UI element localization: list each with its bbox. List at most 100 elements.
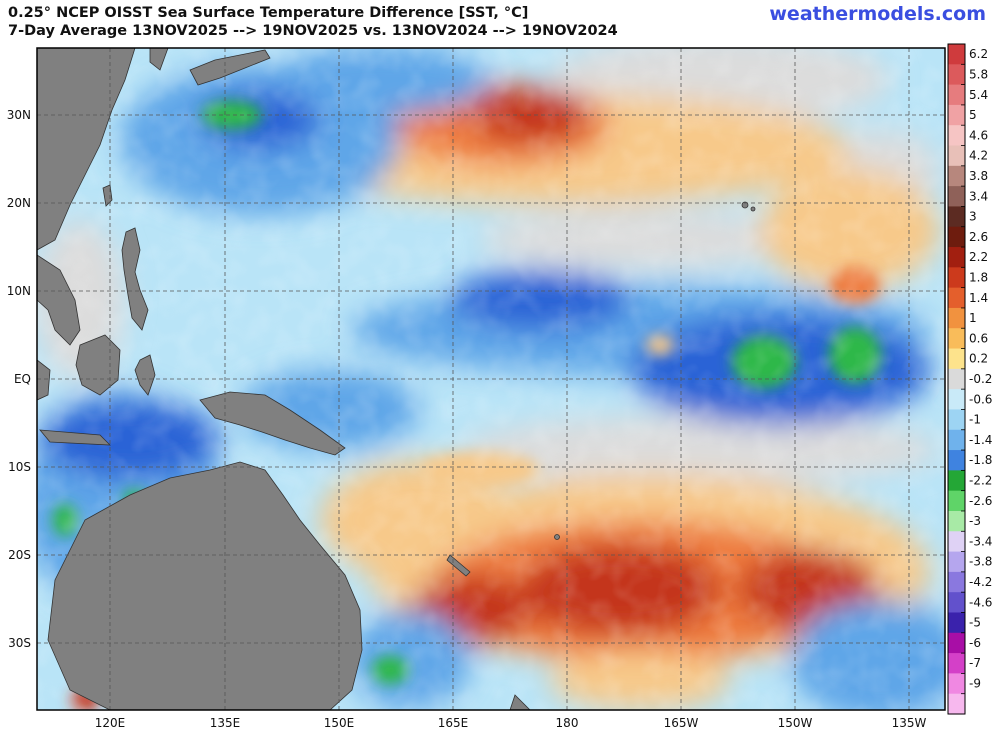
colorbar-swatch [948,409,965,431]
lat-label: 20N [7,196,31,210]
colorbar-swatch [948,551,965,573]
colorbar-swatch [948,328,965,350]
colorbar-swatch [948,490,965,512]
colorbar-label: 6.2 [969,47,988,61]
lat-label: 30N [7,108,31,122]
lon-label: 120E [95,716,126,730]
colorbar-swatch [948,450,965,471]
colorbar-legend: 6.2 5.8 5.4 5 4.6 4.2 3.8 3.4 3 2.6 2.2 1.8 1.4 1 0.6 0… [947,43,992,715]
colorbar-label: 1.4 [969,291,988,305]
land [37,48,756,710]
colorbar-swatch [948,287,965,309]
colorbar-label: -7 [969,656,981,670]
australia-landmass [47,461,363,710]
hawaii-island [741,201,749,209]
colorbar-swatch [948,226,965,248]
lon-label: 135E [210,716,241,730]
colorbar-frame [947,43,966,715]
java-landmass [39,429,112,446]
colorbar-swatch [948,165,965,187]
lat-label: 10N [7,284,31,298]
colorbar-label: -1 [969,413,981,427]
colorbar-label: -0.2 [969,372,992,386]
colorbar-label: 4.6 [969,128,988,142]
new-guinea-landmass [199,391,346,456]
colorbar-swatch [948,44,965,65]
colorbar-swatch [948,104,965,126]
colorbar-label: 5 [969,108,977,122]
colorbar-label: 4.2 [969,149,988,163]
lat-label: 10S [8,460,31,474]
lon-label: 165E [438,716,469,730]
lon-label: 150W [778,716,813,730]
korea-landmass [149,48,169,71]
colorbar-label: 3.8 [969,169,988,183]
colorbar-label: 2.2 [969,250,988,264]
colorbar-swatch [948,307,965,329]
title-line-2: 7-Day Average 13NOV2025 --> 19NOV2025 vs… [8,23,618,39]
colorbar-label: 5.8 [969,67,988,81]
colorbar-swatch [948,84,965,106]
lat-label: 20S [8,548,31,562]
colorbar-swatch [948,612,965,634]
colorbar-label: -2.2 [969,474,992,488]
colorbar-swatch [948,571,965,593]
sumatra-landmass [37,359,51,401]
new-zealand-landmass [509,694,531,710]
lat-label: EQ [14,372,31,386]
colorbar-swatch [948,429,965,451]
colorbar-label: 0.6 [969,331,988,345]
colorbar-swatch [948,145,965,167]
colorbar-label: 0.2 [969,352,988,366]
map-field [37,48,945,710]
colorbar-label: -1.4 [969,433,992,447]
title-line-1: 0.25° NCEP OISST Sea Surface Temperature… [8,5,529,21]
lon-axis: 120E 135E 150E 165E 180 165W 150W 135W [95,716,927,730]
colorbar-label: -4.2 [969,575,992,589]
colorbar-swatch [948,470,965,492]
colorbar-label: -4.6 [969,595,992,609]
colorbar-label: -3.4 [969,534,992,548]
brand-link[interactable]: weathermodels.com [769,3,986,25]
hawaii-island [750,206,756,212]
colorbar-label: -9 [969,677,981,691]
japan-landmass [189,49,271,86]
colorbar-label: -3.8 [969,555,992,569]
colorbar-swatch [948,348,965,370]
colorbar-swatch [948,653,965,674]
colorbar-label: 2.6 [969,230,988,244]
colorbar-label: 3.4 [969,189,988,203]
colorbar-swatch [948,368,965,390]
colorbar-label: -0.6 [969,392,992,406]
colorbar-label: -1.8 [969,453,992,467]
colorbar-swatch [948,186,965,208]
colorbar-label: -3 [969,514,981,528]
map-frame [36,47,946,711]
colorbar-swatch [948,632,965,654]
map-title: 0.25° NCEP OISST Sea Surface Temperature… [8,4,618,40]
colorbar-swatch [948,673,965,695]
fiji-island [554,534,560,540]
colorbar-label: 1 [969,311,977,325]
colorbar-swatch [948,247,965,268]
colorbar-label: -2.6 [969,494,992,508]
lon-label: 135W [892,716,927,730]
borneo-landmass [75,334,121,396]
lon-label: 165W [664,716,699,730]
colorbar-swatch [948,592,965,614]
asia-landmass [37,48,136,251]
indochina-landmass [37,254,81,346]
colorbar-label: -6 [969,636,981,650]
colorbar-swatch [948,206,965,228]
lon-label: 150E [324,716,355,730]
lat-axis: 30N 20N 10N EQ 10S 20S 30S [7,108,31,650]
colorbar-swatch [948,64,965,86]
lon-label: 180 [556,716,579,730]
philippines-landmass [121,227,149,331]
colorbar-swatch [948,267,965,289]
sulawesi-landmass [134,354,156,396]
colorbar-label: 1.8 [969,270,988,284]
colorbar-swatch [948,125,965,147]
colorbar-swatch [948,531,965,553]
